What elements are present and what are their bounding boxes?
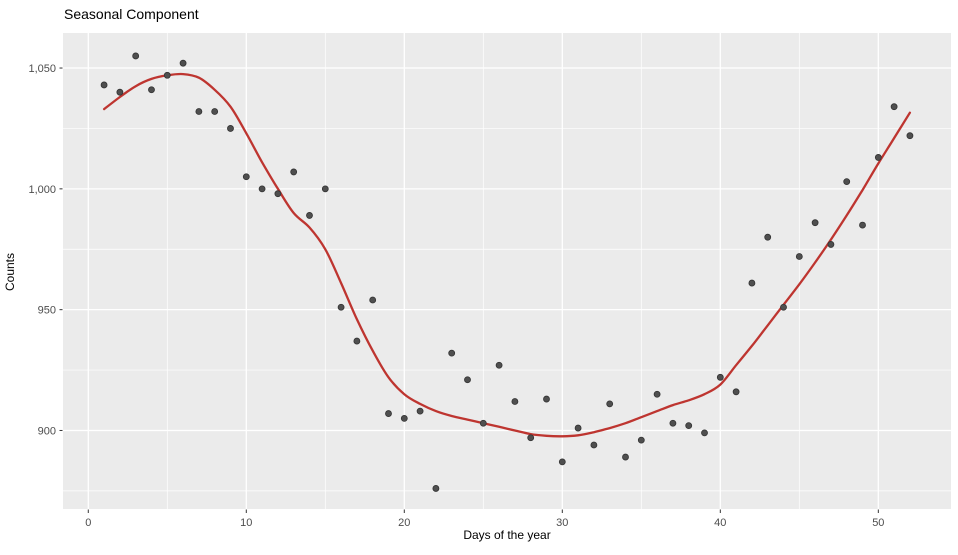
- data-point: [290, 168, 298, 176]
- data-point: [890, 103, 898, 111]
- data-point: [448, 349, 456, 357]
- data-point: [543, 395, 550, 403]
- data-point: [590, 441, 598, 449]
- x-axis-title: Days of the year: [0, 528, 958, 542]
- data-point: [827, 241, 835, 248]
- data-point: [748, 279, 756, 287]
- data-point: [242, 173, 250, 181]
- x-axis-title-text: Days of the year: [463, 528, 551, 542]
- data-point: [527, 434, 535, 442]
- x-tick-label: 40: [714, 517, 726, 529]
- data-point: [369, 296, 377, 304]
- data-point: [148, 86, 155, 94]
- data-point: [258, 185, 266, 193]
- data-point: [637, 436, 645, 444]
- data-point: [100, 81, 108, 89]
- data-point: [811, 219, 819, 227]
- data-point: [416, 407, 424, 415]
- data-point: [179, 59, 187, 67]
- x-tick-label: 10: [240, 517, 252, 529]
- data-point: [400, 414, 408, 422]
- data-point: [685, 422, 693, 430]
- x-tick-label: 20: [398, 517, 410, 529]
- data-point: [385, 410, 392, 417]
- data-point: [321, 185, 329, 193]
- data-point: [337, 303, 345, 311]
- data-point: [843, 178, 851, 185]
- data-point: [622, 453, 629, 461]
- x-tick-label: 30: [556, 517, 568, 529]
- data-point: [795, 253, 803, 260]
- data-point: [116, 88, 124, 96]
- data-point: [274, 190, 282, 198]
- data-point: [716, 373, 724, 381]
- data-point: [701, 429, 708, 437]
- data-point: [195, 108, 203, 115]
- data-point: [495, 361, 503, 369]
- data-point: [132, 52, 140, 60]
- data-point: [479, 419, 487, 427]
- smooth-trend-line: [102, 72, 912, 438]
- y-axis-title: Counts: [3, 252, 17, 292]
- data-point: [306, 212, 313, 219]
- chart-title: Seasonal Component: [64, 6, 199, 22]
- data-point: [669, 419, 677, 427]
- data-point: [606, 400, 614, 408]
- data-point: [558, 458, 566, 466]
- data-point: [874, 154, 882, 161]
- y-tick-label: 900: [38, 425, 56, 437]
- data-point: [211, 108, 219, 115]
- data-point: [227, 125, 234, 132]
- data-point: [163, 71, 171, 79]
- data-point: [906, 132, 914, 140]
- plot-panel: [63, 33, 951, 509]
- data-point: [464, 376, 471, 384]
- y-tick-label: 1,050: [28, 63, 56, 75]
- y-tick-label: 1,000: [28, 184, 56, 196]
- data-point: [511, 398, 519, 405]
- data-point: [574, 424, 582, 432]
- data-point: [764, 233, 772, 241]
- data-point: [732, 388, 740, 396]
- data-point: [780, 303, 787, 311]
- x-tick-label: 50: [872, 517, 884, 529]
- y-tick-label: 950: [38, 305, 56, 317]
- data-point: [653, 390, 661, 398]
- data-point: [432, 485, 440, 492]
- data-point: [353, 337, 361, 345]
- x-tick-label: 0: [85, 517, 91, 529]
- data-point: [859, 221, 866, 229]
